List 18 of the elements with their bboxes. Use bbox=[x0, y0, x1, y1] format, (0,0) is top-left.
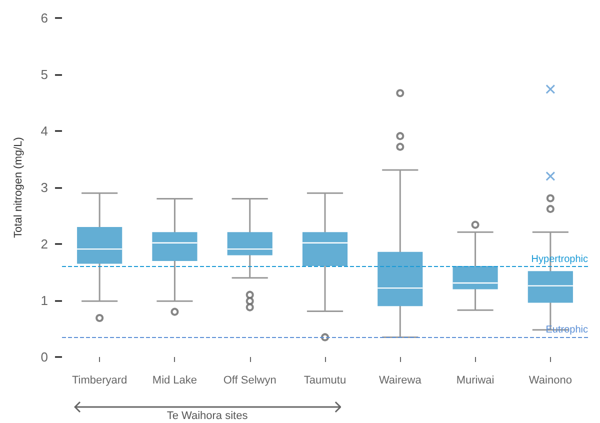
y-tick-label: 6 bbox=[40, 10, 48, 26]
x-tick-label: Mid Lake bbox=[152, 374, 198, 386]
y-axis-title: Total nitrogen (mg/L) bbox=[12, 137, 24, 238]
y-tick-label: 5 bbox=[40, 67, 48, 82]
text: Te Waihora sites bbox=[166, 410, 249, 422]
y-tick-label: 3 bbox=[40, 180, 48, 195]
y-tick-label: 4 bbox=[40, 124, 48, 138]
x-tick-label: Muriwai bbox=[456, 374, 494, 386]
y-tick-label: 1 bbox=[40, 293, 48, 308]
x-tick-label: Wairewa bbox=[378, 374, 422, 386]
ref-line-label: Hypertrophic bbox=[531, 254, 588, 266]
y-tick-label: 2 bbox=[40, 236, 48, 252]
x-tick-label: Off Selwyn bbox=[223, 374, 276, 386]
ref-line-label: Eutrophic bbox=[546, 324, 588, 336]
x-tick-label: Timberyard bbox=[72, 374, 128, 386]
y-tick-label: 0 bbox=[40, 350, 48, 364]
x-tick-label: Taumutu bbox=[304, 374, 346, 386]
x-tick-label: Wainono bbox=[528, 374, 572, 386]
